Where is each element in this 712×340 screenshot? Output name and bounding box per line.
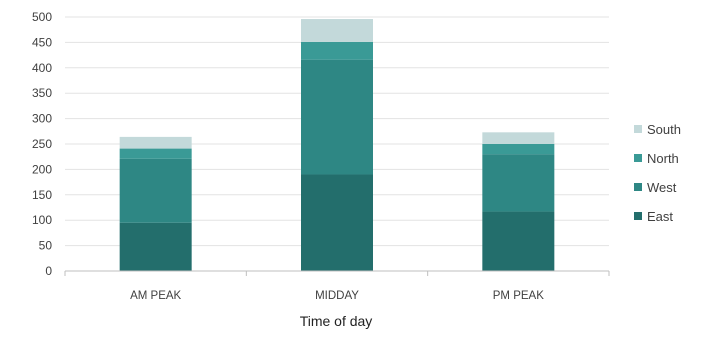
bar-segment-south-pm-peak <box>482 132 555 144</box>
bar-segment-south-am-peak <box>119 136 192 149</box>
y-tick-label: 400 <box>32 61 52 75</box>
y-tick-label: 250 <box>32 137 52 151</box>
legend-swatch-north <box>634 154 642 162</box>
y-tick-label: 350 <box>32 86 52 100</box>
legend-label-north: North <box>647 151 679 166</box>
axes: 0 50 100 150 200 250 300 350 400 450 500 AM PEAK MID… <box>32 10 610 302</box>
bar-segment-east-pm-peak <box>482 211 555 271</box>
bar-segment-west-midday <box>301 59 373 175</box>
bar-segment-west-am-peak <box>119 158 192 223</box>
legend-label-west: West <box>647 180 677 195</box>
bar-segment-west-pm-peak <box>482 154 555 212</box>
y-tick-label: 500 <box>32 10 52 24</box>
bar-segment-east-am-peak <box>119 222 192 271</box>
y-tick-label: 300 <box>32 112 52 126</box>
y-tick-label: 100 <box>32 213 52 227</box>
y-tick-label: 200 <box>32 162 52 176</box>
bar-segment-north-midday <box>301 41 373 60</box>
x-axis-title: Time of day <box>300 313 373 329</box>
y-tick-label: 150 <box>32 188 52 202</box>
legend-swatch-west <box>634 183 642 191</box>
bar-segment-north-am-peak <box>119 148 192 159</box>
x-category-label: PM PEAK <box>493 290 544 302</box>
legend: South North West East <box>634 122 681 224</box>
bar-segment-east-midday <box>301 174 373 271</box>
y-tick-label: 450 <box>32 35 52 49</box>
x-category-label: AM PEAK <box>130 290 181 302</box>
legend-swatch-east <box>634 212 642 220</box>
y-tick-label: 50 <box>39 239 53 253</box>
legend-label-east: East <box>647 209 673 224</box>
legend-swatch-south <box>634 125 642 133</box>
y-tick-label: 0 <box>45 264 52 278</box>
bar-segment-north-pm-peak <box>482 144 555 155</box>
bars <box>119 19 555 271</box>
x-category-label: MIDDAY <box>315 290 359 302</box>
legend-label-south: South <box>647 122 681 137</box>
bar-segment-south-midday <box>301 19 373 42</box>
